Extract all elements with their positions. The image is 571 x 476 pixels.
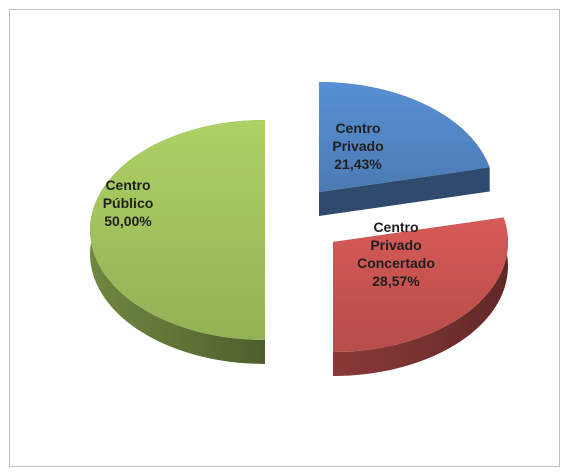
slice-value-label: 50,00% [104,213,152,229]
pie-tops [90,82,508,352]
slice-name-line: Centro [105,177,150,193]
slice-name-line: Centro [373,219,418,235]
slice-name-line: Centro [335,120,380,136]
slice-name-line: Público [103,195,154,211]
slice-value-label: 21,43% [334,156,382,172]
slice-label-2: Centro Público 50,00% [103,177,154,229]
slice-name-line: Privado [332,138,383,154]
slice-name-line: Privado [370,237,421,253]
pie-slice-0 [319,82,490,192]
pie-side-1 [333,217,508,376]
pie-cut-wall-0-1 [319,167,490,216]
pie-slice-1 [333,217,508,352]
slice-value-label: 28,57% [372,273,420,289]
pie-slice-2 [90,120,265,340]
slice-label-0: Centro Privado 21,43% [332,120,383,172]
slice-name-line: Concertado [357,255,435,271]
slice-label-1: Centro Privado Concertado 28,57% [357,219,435,289]
